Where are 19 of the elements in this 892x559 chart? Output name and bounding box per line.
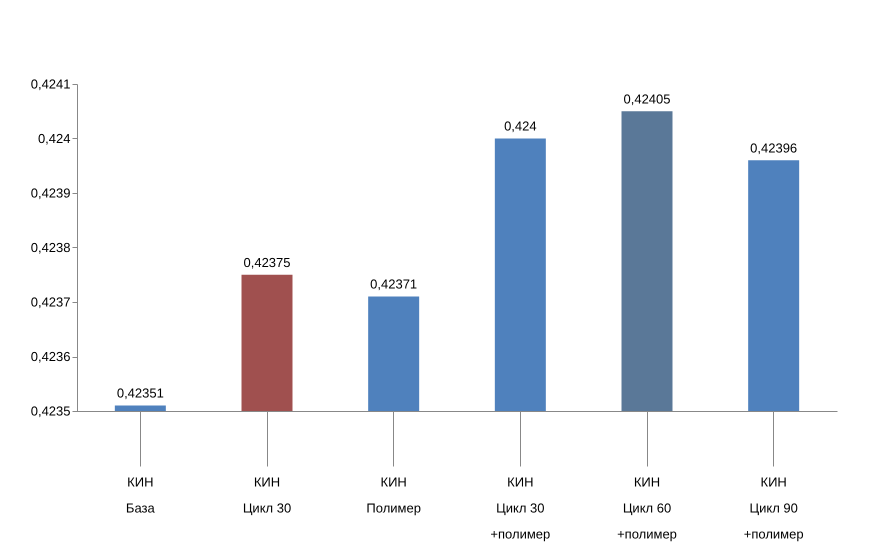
y-tick-label: 0,4239: [30, 186, 70, 200]
y-tick-label: 0,4237: [30, 294, 70, 310]
data-label: 0,42375: [244, 254, 290, 270]
x-tick-label: КИН База: [126, 474, 156, 516]
data-label: 0,424: [504, 118, 537, 134]
x-tick-label: КИН Цикл 60 +полимер: [617, 474, 677, 542]
data-label: 0,42405: [624, 91, 670, 106]
x-tick-label: КИН Полимер: [366, 474, 421, 516]
y-tick-label: 0,4241: [30, 76, 70, 92]
y-tick-label: 0,4235: [30, 404, 70, 418]
x-tick-label: КИН Цикл 30 +полимер: [490, 474, 550, 542]
x-tick-label: КИН Цикл 90 +полимер: [744, 474, 804, 542]
data-label: 0,42396: [750, 140, 798, 156]
data-label: 0,42371: [370, 276, 418, 292]
x-tick-label: КИН Цикл 30: [242, 474, 292, 516]
y-tick-label: 0,424: [38, 131, 70, 146]
data-label: 0,42351: [116, 386, 164, 401]
y-tick-label: 0,4238: [30, 240, 70, 255]
y-tick-label: 0,4236: [30, 349, 70, 364]
